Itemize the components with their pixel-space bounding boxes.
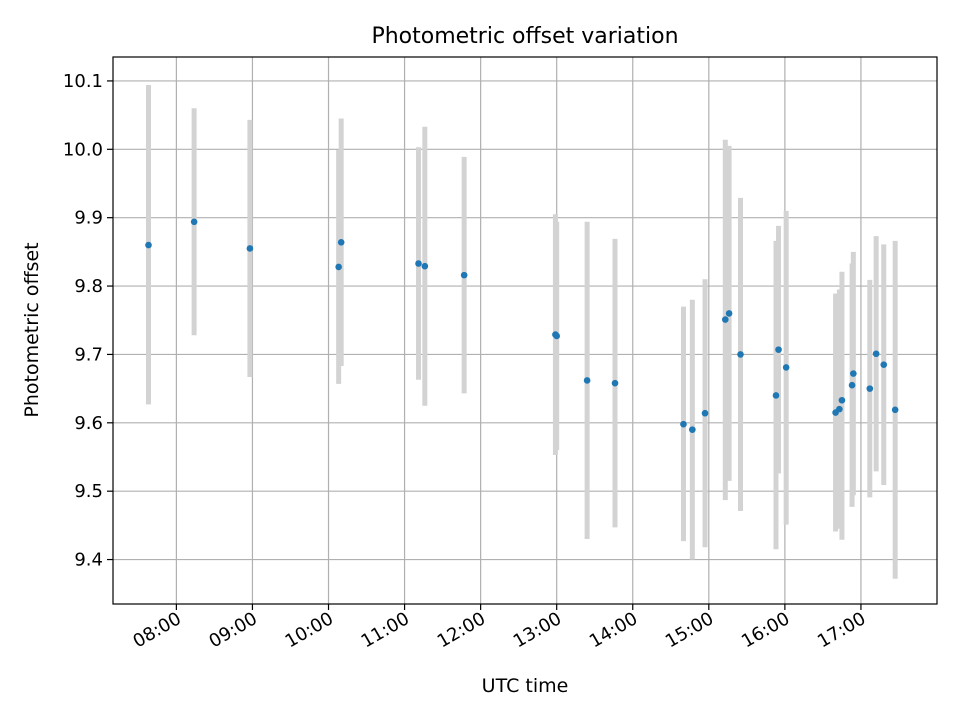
data-point xyxy=(850,370,857,377)
data-point xyxy=(689,426,696,433)
data-point xyxy=(611,379,619,387)
data-point xyxy=(145,241,152,249)
data-point xyxy=(415,260,422,267)
data-point xyxy=(836,405,843,413)
data-point xyxy=(190,218,198,226)
data-point xyxy=(838,396,846,404)
data-point xyxy=(782,364,790,371)
data-point xyxy=(880,361,888,368)
y-tick-label: 9.7 xyxy=(74,344,103,365)
x-axis-label: UTC time xyxy=(482,675,569,697)
y-axis-ticks: 9.4 9.5 9.6 9.7 9.8 9.9 10.0 10.1 xyxy=(63,71,113,571)
y-tick-label: 9.9 xyxy=(74,208,103,229)
data-point xyxy=(775,346,782,353)
data-point xyxy=(866,385,874,392)
plot-frame xyxy=(112,56,938,605)
y-tick-label: 9.4 xyxy=(74,550,103,571)
data-point xyxy=(421,262,429,270)
data-point xyxy=(848,381,856,389)
data-point xyxy=(721,316,729,323)
y-tick-label: 10.1 xyxy=(63,71,103,92)
grid xyxy=(113,57,937,604)
data-point xyxy=(872,350,880,358)
data-point xyxy=(737,351,744,358)
y-tick-label: 9.5 xyxy=(74,481,103,502)
y-axis-label: Photometric offset xyxy=(21,242,43,417)
data-point xyxy=(725,310,733,317)
data-point xyxy=(460,271,468,279)
data-point xyxy=(335,263,342,271)
data-point xyxy=(772,392,780,399)
data-point xyxy=(680,420,687,428)
data-point xyxy=(246,245,254,252)
y-tick-label: 9.8 xyxy=(74,276,103,297)
data-point xyxy=(583,377,591,384)
data-point xyxy=(553,332,560,340)
data-point xyxy=(891,406,899,414)
data-points xyxy=(145,218,899,433)
y-tick-label: 10.0 xyxy=(63,139,103,160)
data-point xyxy=(701,409,709,417)
chart-title: Photometric offset variation xyxy=(371,24,678,49)
y-tick-label: 9.6 xyxy=(74,413,103,434)
data-point xyxy=(337,238,345,246)
